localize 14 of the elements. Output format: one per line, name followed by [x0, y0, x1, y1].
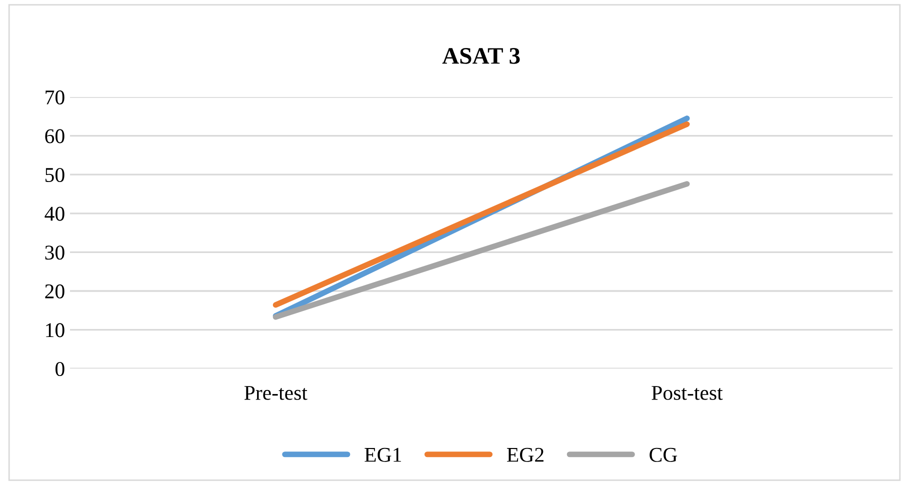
y-tick-label: 30: [45, 246, 64, 260]
y-tick-label: 60: [45, 129, 64, 144]
y-tick-label: 70: [46, 90, 64, 104]
x-tick-label: Post-test: [652, 386, 723, 400]
legend-label: EG2: [507, 448, 544, 462]
y-tick-label: 0: [56, 362, 64, 376]
y-tick-label: 20: [45, 284, 64, 298]
y-tick-label: 10: [46, 323, 64, 338]
x-tick-label: Pre-test: [244, 386, 308, 400]
y-tick-label: 40: [44, 206, 64, 221]
chart-title: ASAT 3: [442, 48, 520, 64]
y-tick-label: 50: [46, 168, 64, 182]
legend-label: CG: [650, 448, 678, 462]
legend-label: EG1: [364, 448, 402, 462]
